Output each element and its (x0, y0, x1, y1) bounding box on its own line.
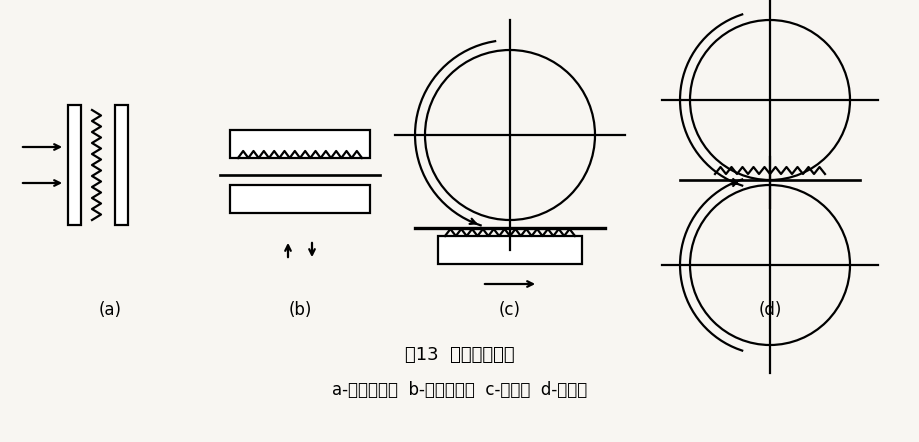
Text: (d): (d) (757, 301, 781, 319)
Text: a-立式平压平  b-卧式平压平  c-圆压平  d-圆压圆: a-立式平压平 b-卧式平压平 c-圆压平 d-圆压圆 (332, 381, 587, 399)
Text: (b): (b) (288, 301, 312, 319)
Bar (437, 236, 582, 264)
Bar (115, 105, 128, 225)
Bar (230, 185, 369, 213)
Text: (c): (c) (498, 301, 520, 319)
Text: 图13  模压机的分类: 图13 模压机的分类 (404, 346, 515, 364)
Bar (68, 105, 81, 225)
Text: (a): (a) (98, 301, 121, 319)
Bar (230, 130, 369, 158)
